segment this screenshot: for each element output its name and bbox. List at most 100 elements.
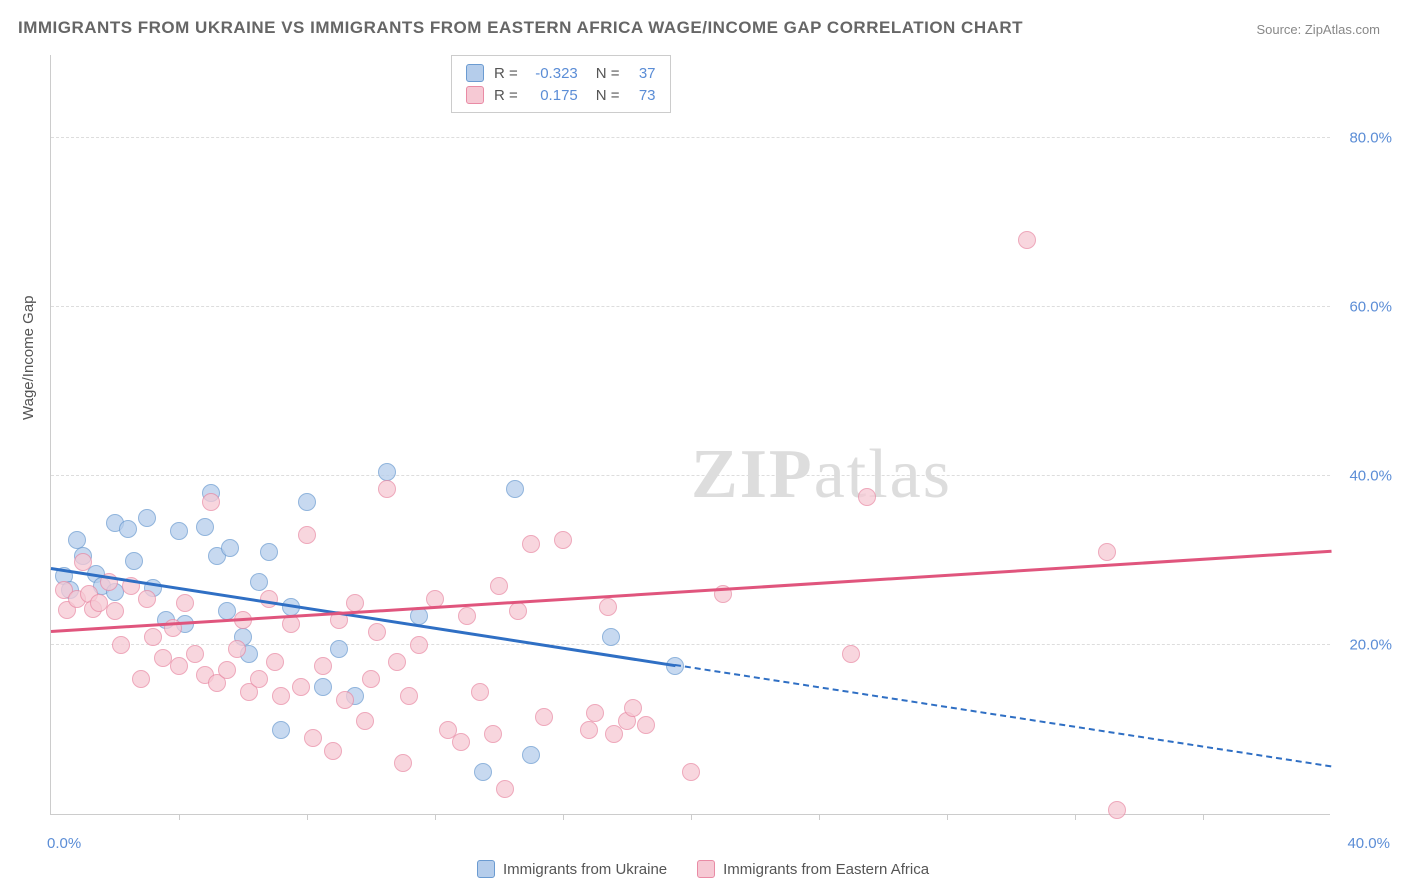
data-point [144, 628, 162, 646]
data-point [858, 488, 876, 506]
data-point [119, 520, 137, 538]
stats-swatch [466, 86, 484, 104]
data-point [602, 628, 620, 646]
data-point [1108, 801, 1126, 819]
data-point [138, 590, 156, 608]
data-point [496, 780, 514, 798]
data-point [554, 531, 572, 549]
x-tick-mark [563, 814, 564, 820]
legend-swatch [477, 860, 495, 878]
x-min-label: 0.0% [47, 835, 81, 852]
plot-area: ZIPatlas R =-0.323N =37R =0.175N =73 20.… [50, 55, 1330, 815]
data-point [132, 670, 150, 688]
stat-n-value: 73 [630, 87, 656, 104]
y-tick-label: 60.0% [1349, 299, 1392, 316]
x-tick-mark [819, 814, 820, 820]
data-point [186, 645, 204, 663]
data-point [346, 594, 364, 612]
data-point [484, 725, 502, 743]
data-point [506, 480, 524, 498]
stat-n-label: N = [596, 87, 620, 104]
data-point [304, 729, 322, 747]
data-point [202, 493, 220, 511]
data-point [74, 553, 92, 571]
trend-line [51, 550, 1331, 633]
data-point [106, 602, 124, 620]
stat-r-value: -0.323 [528, 65, 578, 82]
data-point [522, 746, 540, 764]
data-point [314, 657, 332, 675]
data-point [250, 573, 268, 591]
trend-line [675, 664, 1331, 767]
data-point [474, 763, 492, 781]
data-point [272, 687, 290, 705]
x-tick-mark [947, 814, 948, 820]
stat-n-value: 37 [630, 65, 656, 82]
data-point [250, 670, 268, 688]
x-max-label: 40.0% [1347, 835, 1390, 852]
data-point [221, 539, 239, 557]
bottom-legend: Immigrants from Ukraine Immigrants from E… [0, 860, 1406, 878]
data-point [452, 733, 470, 751]
data-point [266, 653, 284, 671]
data-point [314, 678, 332, 696]
data-point [842, 645, 860, 663]
data-point [368, 623, 386, 641]
stat-r-value: 0.175 [528, 87, 578, 104]
data-point [378, 463, 396, 481]
legend-label: Immigrants from Ukraine [503, 861, 667, 878]
data-point [228, 640, 246, 658]
data-point [394, 754, 412, 772]
data-point [388, 653, 406, 671]
data-point [176, 594, 194, 612]
y-tick-label: 80.0% [1349, 130, 1392, 147]
data-point [586, 704, 604, 722]
data-point [218, 661, 236, 679]
gridline [51, 306, 1330, 307]
legend-item: Immigrants from Ukraine [477, 860, 667, 878]
x-tick-mark [435, 814, 436, 820]
stats-row: R = -0.323 N = 37 [466, 62, 656, 84]
data-point [125, 552, 143, 570]
x-tick-mark [1075, 814, 1076, 820]
data-point [260, 543, 278, 561]
y-axis-label: Wage/Income Gap [20, 295, 37, 420]
data-point [535, 708, 553, 726]
data-point [292, 678, 310, 696]
stat-n-label: N = [596, 65, 620, 82]
gridline [51, 475, 1330, 476]
legend-item: Immigrants from Eastern Africa [697, 860, 929, 878]
legend-swatch [697, 860, 715, 878]
data-point [1018, 231, 1036, 249]
stat-r-label: R = [494, 65, 518, 82]
data-point [68, 531, 86, 549]
data-point [458, 607, 476, 625]
data-point [682, 763, 700, 781]
stats-row: R =0.175N =73 [466, 84, 656, 106]
data-point [599, 598, 617, 616]
stats-box: R = -0.323 N = 37R = 0.175 N = 73 [451, 55, 671, 113]
x-tick-mark [307, 814, 308, 820]
data-point [330, 640, 348, 658]
data-point [336, 691, 354, 709]
data-point [324, 742, 342, 760]
data-point [522, 535, 540, 553]
stats-swatch [466, 64, 484, 82]
y-tick-label: 20.0% [1349, 637, 1392, 654]
chart-title: IMMIGRANTS FROM UKRAINE VS IMMIGRANTS FR… [18, 18, 1023, 38]
data-point [624, 699, 642, 717]
legend-label: Immigrants from Eastern Africa [723, 861, 929, 878]
data-point [580, 721, 598, 739]
data-point [112, 636, 130, 654]
data-point [298, 493, 316, 511]
data-point [471, 683, 489, 701]
data-point [356, 712, 374, 730]
source-label: Source: ZipAtlas.com [1256, 22, 1380, 37]
data-point [170, 522, 188, 540]
data-point [400, 687, 418, 705]
data-point [272, 721, 290, 739]
data-point [410, 636, 428, 654]
gridline [51, 137, 1330, 138]
y-tick-label: 40.0% [1349, 468, 1392, 485]
data-point [1098, 543, 1116, 561]
